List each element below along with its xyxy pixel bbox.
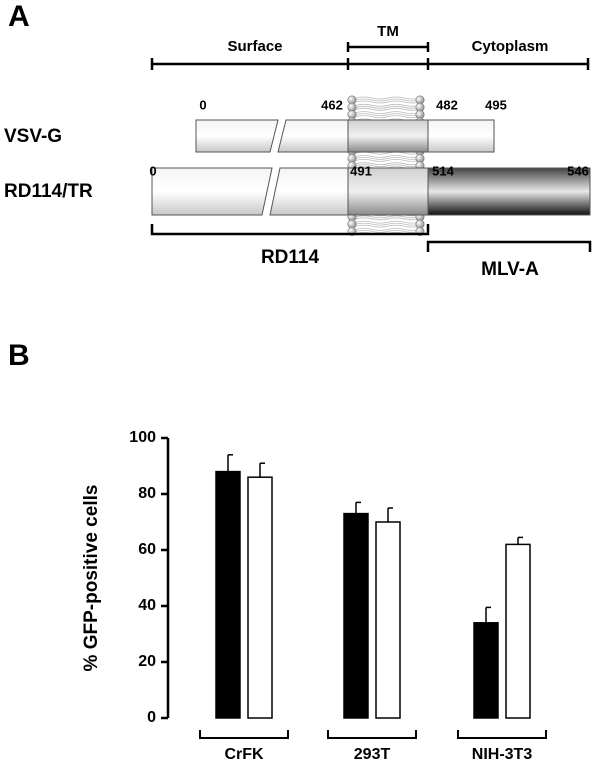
- rd114tr-bar: [151, 167, 591, 216]
- bar-chart: B % GFP-positive cells 0 20 40 60 80 100 CrFK 2…: [8, 339, 547, 763]
- lipid-tail: [355, 96, 421, 104]
- position: 491: [350, 163, 372, 178]
- y-tick-label: 20: [138, 653, 156, 670]
- bar: [375, 521, 401, 719]
- y-tick-label: 80: [138, 485, 156, 502]
- origin-label: RD114: [261, 247, 320, 268]
- y-axis-label: % GFP-positive cells: [81, 485, 102, 672]
- lipid-tail: [355, 111, 421, 118]
- lipid-tail: [355, 103, 421, 111]
- vsvg-bar: [195, 119, 495, 153]
- origin-label: MLV-A: [481, 259, 539, 280]
- category-bracket: [199, 730, 289, 739]
- lipid-tail: [355, 220, 421, 228]
- construct-name: RD114/TR: [4, 181, 93, 202]
- y-tick-label: 40: [138, 597, 156, 614]
- construct-diagram: A Surface TM Cytoplasm VSV-G 0 462 482 4…: [4, 0, 592, 280]
- region-label: Cytoplasm: [472, 38, 549, 55]
- region-rulers: [150, 42, 590, 70]
- position: 514: [432, 163, 454, 178]
- origin-brackets: [150, 224, 592, 252]
- position: 0: [199, 97, 206, 112]
- bar: [473, 622, 499, 719]
- panel-label: B: [8, 339, 30, 372]
- x-tick-label: 293T: [354, 746, 391, 763]
- bar: [247, 476, 273, 719]
- category-bracket: [457, 730, 547, 739]
- position: 546: [567, 163, 589, 178]
- position: 482: [436, 97, 458, 112]
- y-tick-label: 60: [138, 541, 156, 558]
- x-tick-label: CrFK: [224, 746, 264, 763]
- lipid-tail: [355, 155, 421, 162]
- x-tick-label: NIH-3T3: [472, 746, 533, 763]
- bar: [215, 470, 241, 719]
- region-label: TM: [377, 23, 399, 40]
- bar: [343, 512, 369, 719]
- bar: [505, 543, 531, 719]
- position: 0: [149, 163, 156, 178]
- position: 495: [485, 97, 507, 112]
- y-tick-label: 0: [147, 709, 156, 726]
- construct-name: VSV-G: [4, 126, 62, 147]
- region-label: Surface: [227, 38, 282, 55]
- category-bracket: [327, 730, 417, 739]
- panel-label: A: [8, 0, 30, 33]
- y-tick-label: 100: [129, 429, 156, 446]
- position: 462: [321, 97, 343, 112]
